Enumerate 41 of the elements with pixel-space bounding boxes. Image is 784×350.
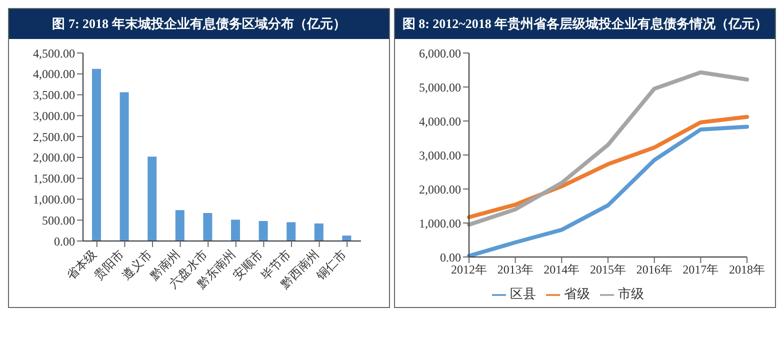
bar bbox=[175, 210, 184, 241]
y-tick-label: 4,000.00 bbox=[419, 114, 461, 128]
y-tick-label: 3,000.00 bbox=[33, 108, 75, 123]
legend-label: 市级 bbox=[618, 286, 644, 301]
x-tick-label: 2017年 bbox=[682, 262, 719, 277]
x-tick-label: 2014年 bbox=[544, 262, 580, 277]
chart-title: 图 7: 2018 年末城投企业有息债务区域分布（亿元） bbox=[9, 9, 389, 39]
y-tick-label: 6,000.00 bbox=[419, 46, 461, 60]
bar bbox=[148, 156, 157, 241]
y-tick-label: 4,500.00 bbox=[33, 46, 75, 60]
bar bbox=[120, 92, 129, 241]
line-series bbox=[467, 114, 749, 220]
y-tick-label: 1,500.00 bbox=[33, 172, 75, 186]
bar bbox=[286, 222, 296, 241]
bar bbox=[258, 220, 268, 241]
y-tick-label: 2,500.00 bbox=[33, 130, 75, 144]
line-series bbox=[467, 70, 749, 227]
y-tick-label: 0.00 bbox=[440, 250, 461, 264]
x-tick-label: 2012年 bbox=[451, 262, 487, 277]
y-tick-label: 1,000.00 bbox=[33, 192, 75, 206]
y-tick-label: 2,000.00 bbox=[33, 150, 75, 165]
x-tick-label: 2018年 bbox=[729, 262, 765, 277]
y-tick-label: 3,500.00 bbox=[33, 88, 75, 102]
legend-label: 区县 bbox=[510, 286, 536, 301]
y-tick-label: 3,000.00 bbox=[419, 148, 461, 162]
chart-title: 图 8: 2012~2018 年贵州省各层级城投企业有息债务情况（亿元） bbox=[395, 9, 775, 39]
y-tick-label: 0.00 bbox=[54, 234, 75, 248]
bar bbox=[203, 213, 212, 241]
y-tick-label: 2,000.00 bbox=[419, 182, 461, 196]
bar bbox=[314, 223, 324, 241]
bar bbox=[342, 236, 352, 241]
bar bbox=[231, 220, 240, 241]
x-tick-label: 2016年 bbox=[636, 262, 672, 277]
x-tick-label: 2015年 bbox=[590, 262, 626, 277]
legend-label: 省级 bbox=[564, 286, 590, 301]
y-tick-label: 5,000.00 bbox=[419, 80, 461, 94]
x-tick-label: 2013年 bbox=[497, 262, 534, 277]
y-tick-label: 500.00 bbox=[42, 213, 75, 228]
bar bbox=[92, 68, 101, 241]
y-tick-label: 4,000.00 bbox=[33, 67, 75, 82]
y-tick-label: 1,000.00 bbox=[419, 216, 461, 230]
